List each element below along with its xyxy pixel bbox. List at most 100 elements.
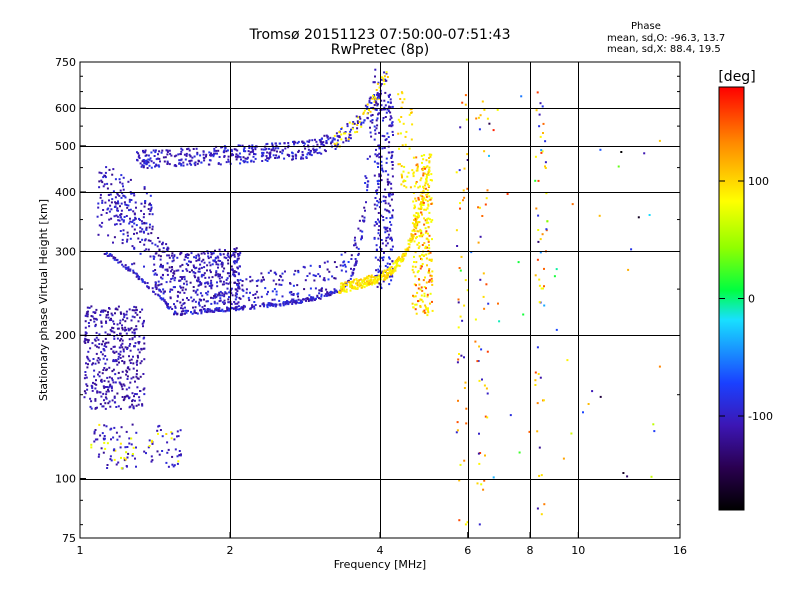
data-point [133,213,136,216]
data-point [133,309,136,312]
data-point [292,140,294,143]
data-point [326,136,329,139]
data-point [414,233,417,236]
data-point [169,152,172,155]
data-point [121,218,124,221]
data-point [117,355,120,358]
data-point [215,149,218,152]
data-point [368,101,371,104]
data-point [119,181,122,184]
data-point [215,263,218,266]
data-point [133,335,136,338]
data-point [425,219,428,222]
data-point [417,230,420,233]
data-point [382,271,385,274]
data-point [483,150,486,153]
data-point [327,294,330,297]
data-point [537,373,540,375]
data-point [144,239,147,242]
data-point [428,211,431,214]
data-point [119,356,122,359]
data-point [212,155,215,158]
data-point [426,173,428,176]
data-point [150,160,153,163]
data-point [128,386,131,389]
data-point [219,294,221,297]
data-point [341,285,344,287]
data-point [342,264,345,267]
data-point [388,194,390,197]
data-point [318,297,320,300]
data-point [463,304,466,307]
data-point [424,276,426,279]
data-point [534,155,537,158]
data-point [378,175,381,178]
data-point [415,221,417,224]
data-point [126,375,129,378]
data-point [114,201,117,204]
data-point [161,450,164,452]
data-point [253,301,256,303]
data-point [212,252,215,255]
data-point [334,277,337,280]
data-point [546,220,549,223]
data-point [200,275,203,278]
data-point [368,100,371,103]
data-point [109,328,112,331]
data-point [373,138,376,141]
data-point [237,257,240,260]
data-point [128,198,131,201]
data-point [136,159,139,162]
data-point [278,156,280,159]
data-point [455,229,458,232]
data-point [100,309,103,312]
data-point [237,286,240,289]
data-point [138,217,140,220]
data-point [517,261,520,264]
y-tick-label: 600 [55,102,76,115]
data-point [353,285,356,288]
data-point [459,315,462,318]
data-point [382,256,385,259]
data-point [459,463,462,466]
data-point [428,279,431,282]
data-point [272,147,275,149]
data-point [355,282,357,285]
data-point [339,264,342,267]
data-point [389,101,392,104]
data-point [371,121,374,124]
data-point [87,339,90,342]
data-point [570,432,573,435]
data-point [360,123,363,126]
data-point [121,388,124,391]
data-point [139,375,142,378]
data-point [164,301,167,304]
data-point [216,281,218,284]
data-point [385,244,388,247]
data-point [537,214,540,217]
data-point [151,228,154,231]
data-point [275,273,278,276]
data-point [358,285,361,288]
data-point [543,285,545,288]
data-point [126,348,129,350]
data-point [413,204,416,207]
data-point [274,157,277,159]
data-point [241,284,244,287]
data-point [425,230,428,233]
data-point [240,307,243,310]
data-point [197,159,200,162]
data-point [377,258,380,261]
data-point [360,125,363,128]
data-point [246,156,249,159]
data-point [373,237,376,240]
data-point [97,202,100,205]
data-point [215,271,218,274]
data-point [107,388,109,391]
data-point [325,141,328,144]
data-point [391,275,394,278]
data-point [201,273,204,276]
data-point [142,337,145,340]
data-point [110,385,113,388]
data-point [244,305,246,308]
